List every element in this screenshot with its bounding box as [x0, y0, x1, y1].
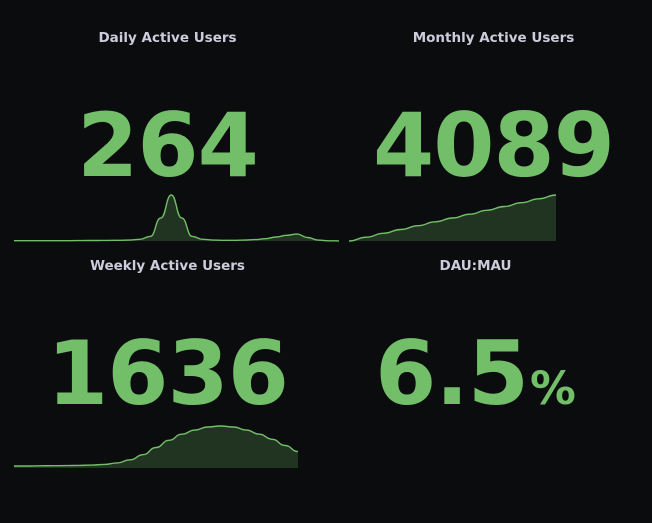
- panel-title: DAU:MAU: [439, 258, 512, 274]
- stat-number: 6.5: [375, 322, 529, 425]
- panel-title: Monthly Active Users: [412, 30, 575, 46]
- panel-weekly-active-users[interactable]: Weekly Active Users 1636: [0, 252, 335, 523]
- panel-daily-active-users[interactable]: Daily Active Users 264: [0, 0, 340, 252]
- stat-value: 4089: [373, 94, 615, 197]
- sparkline-line: [348, 194, 557, 242]
- panel-title: Weekly Active Users: [90, 258, 245, 274]
- stat-unit: %: [530, 362, 576, 415]
- sparkline-mau: [348, 194, 557, 242]
- panel-title: Daily Active Users: [98, 30, 237, 46]
- panel-monthly-active-users[interactable]: Monthly Active Users 4089: [335, 0, 652, 252]
- sparkline-area: [14, 195, 339, 241]
- sparkline-line: [14, 194, 340, 242]
- stat-value: 6.5%: [299, 330, 652, 418]
- sparkline-dau: [14, 194, 340, 242]
- sparkline-wau: [14, 425, 299, 468]
- panel-dau-mau[interactable]: DAU:MAU 6.5%: [335, 252, 652, 523]
- sparkline-area: [14, 426, 298, 468]
- stat-value: 264: [77, 94, 259, 197]
- sparkline-line: [14, 425, 299, 467]
- stat-value: 1636: [47, 322, 289, 425]
